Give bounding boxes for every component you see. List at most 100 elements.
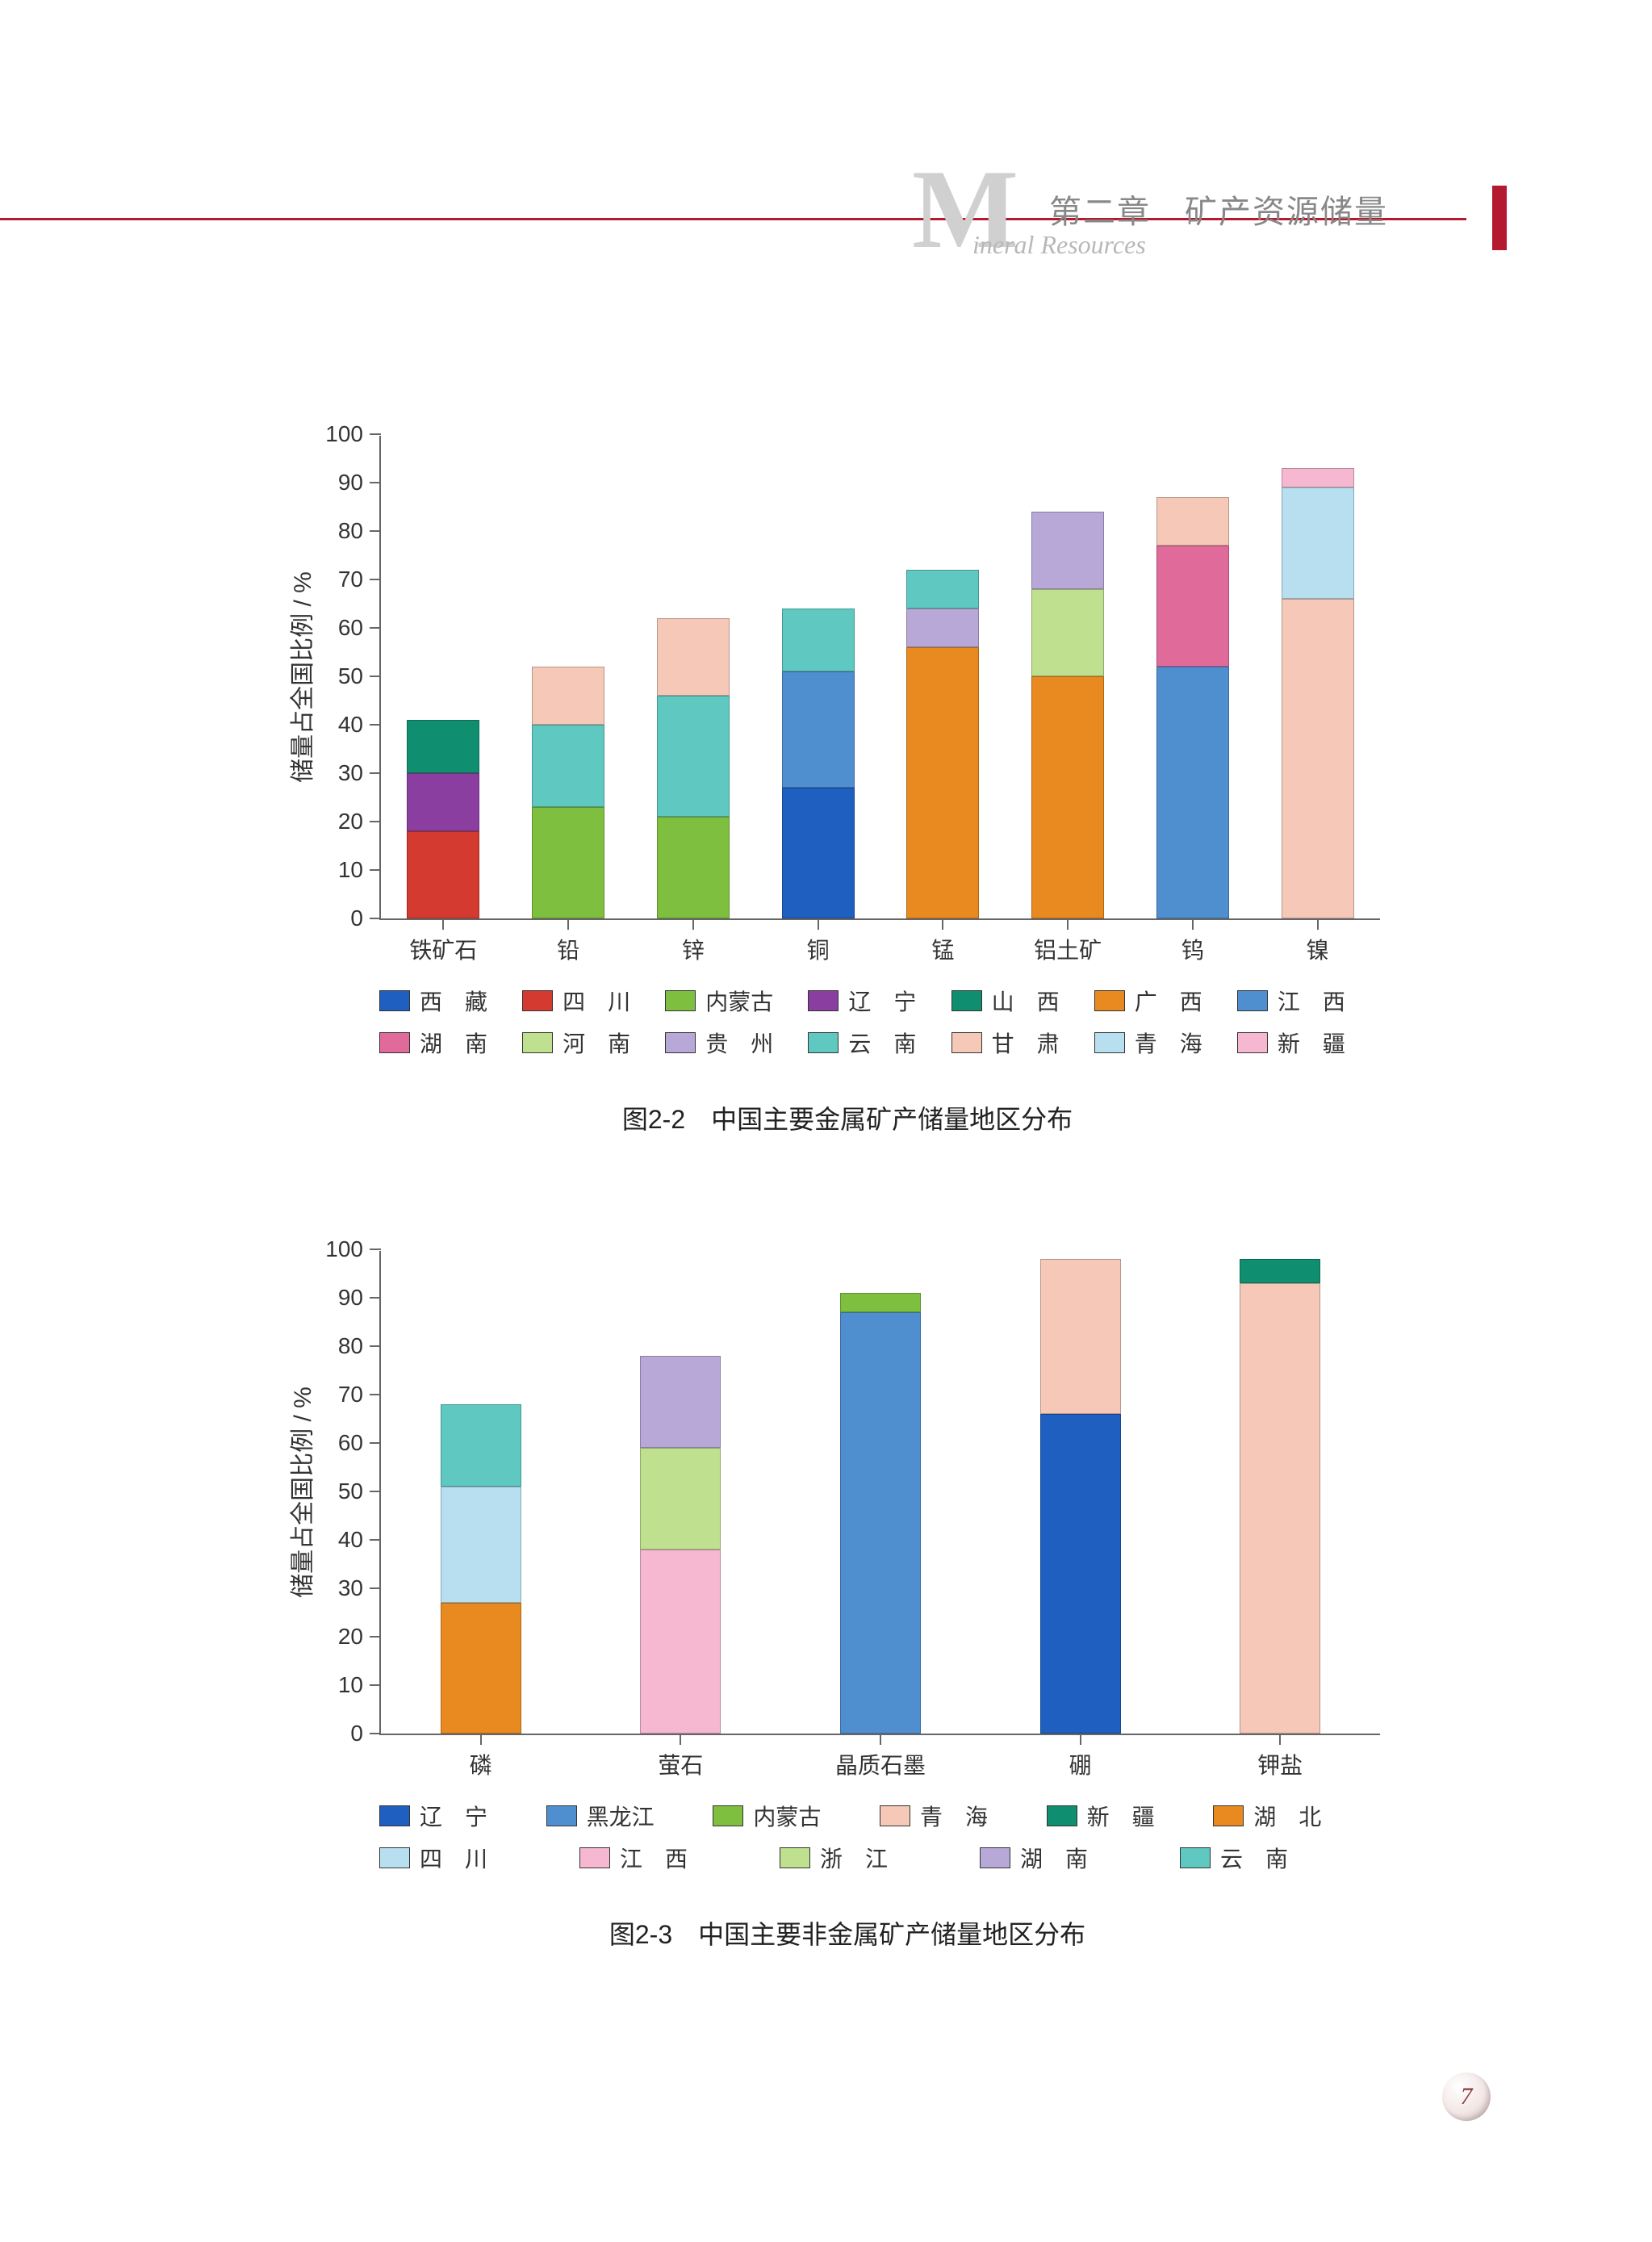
bar-column [407,720,479,918]
chart-2-2: 储量占全国比例 / % 0102030405060708090100铁矿石铅锌铜… [282,436,1412,1136]
y-tick-label: 70 [338,1382,381,1408]
legend-label: 内蒙古 [705,985,773,1017]
legend-label: 新 疆 [1278,1027,1345,1059]
legend-item: 四 川 [379,1842,579,1874]
bar-segment [1240,1283,1320,1734]
y-tick-label: 40 [338,712,381,738]
bar-segment [782,671,855,788]
bar-column [532,667,604,918]
legend-item: 浙 江 [780,1842,980,1874]
legend-item: 广 西 [1094,985,1237,1017]
bar-column [1156,497,1229,918]
y-tick-label: 10 [338,857,381,883]
chart-2-3-title: 图2-3 中国主要非金属矿产储量地区分布 [282,1914,1412,1951]
x-tick-label: 镍 [1307,918,1329,965]
legend-swatch [1094,1032,1125,1053]
legend-label: 江 西 [1278,985,1345,1017]
bar-segment [640,1550,721,1734]
y-tick-label: 100 [325,1236,381,1262]
legend-swatch [379,1805,410,1826]
bar-segment [1040,1414,1121,1734]
header-subtitle-en: ineral Resources [972,230,1146,260]
x-tick-label: 硼 [1069,1734,1092,1780]
bar-column [441,1404,521,1734]
chart-2-3: 储量占全国比例 / % 0102030405060708090100磷萤石晶质石… [282,1251,1412,1951]
legend-swatch [579,1847,610,1868]
legend-swatch [1094,990,1125,1011]
chart-2-2-y-title: 储量占全国比例 / % [282,571,318,783]
bar-column [840,1293,921,1734]
bar-segment [1156,546,1229,667]
legend-item: 云 南 [808,1027,951,1059]
legend-label: 广 西 [1135,985,1202,1017]
legend-item: 山 西 [951,985,1094,1017]
bar-column [1282,468,1354,918]
legend-item: 河 南 [522,1027,665,1059]
legend-item: 西 藏 [379,985,522,1017]
bar-segment [782,788,855,918]
legend-swatch [1237,1032,1268,1053]
legend-item: 四 川 [522,985,665,1017]
y-tick-label: 20 [338,1624,381,1650]
legend-label: 青 海 [1135,1027,1202,1059]
legend-label: 浙 江 [820,1842,888,1874]
legend-swatch [522,990,553,1011]
y-tick-label: 80 [338,1333,381,1359]
y-tick-label: 70 [338,567,381,592]
legend-label: 山 西 [992,985,1060,1017]
legend-swatch [379,1847,410,1868]
chart-2-2-bars [381,436,1380,918]
legend-swatch [713,1805,743,1826]
bar-segment [532,725,604,807]
y-tick-label: 50 [338,663,381,689]
bar-column [782,609,855,918]
x-tick-label: 铁矿石 [409,918,477,965]
y-tick-label: 60 [338,615,381,641]
bar-segment [906,570,979,609]
legend-item: 甘 肃 [951,1027,1094,1059]
bar-column [640,1356,721,1734]
legend-label: 云 南 [1220,1842,1288,1874]
bar-segment [407,773,479,831]
chart-2-3-bars [381,1251,1380,1734]
bar-segment [906,609,979,647]
x-tick-label: 晶质石墨 [835,1734,926,1780]
y-tick-label: 20 [338,809,381,834]
bar-segment [1282,599,1354,918]
legend-item: 青 海 [880,1800,1047,1832]
legend-label: 贵 州 [705,1027,773,1059]
legend-swatch [980,1847,1010,1868]
legend-item: 湖 北 [1213,1800,1380,1832]
legend-item: 辽 宁 [808,985,951,1017]
legend-swatch [379,1032,410,1053]
bar-segment [657,696,730,817]
legend-item: 内蒙古 [665,985,808,1017]
legend-label: 新 疆 [1087,1800,1155,1832]
y-tick-label: 30 [338,1575,381,1601]
y-tick-label: 50 [338,1479,381,1504]
bar-segment [407,831,479,918]
bar-segment [1031,589,1104,676]
legend-label: 黑龙江 [587,1800,655,1832]
legend-label: 西 藏 [420,985,487,1017]
bar-segment [1282,468,1354,487]
bar-segment [640,1356,721,1448]
y-tick-label: 60 [338,1430,381,1456]
page-number: 7 [1442,2073,1491,2121]
bar-segment [441,1487,521,1603]
bar-segment [1240,1259,1320,1283]
bar-segment [840,1293,921,1312]
bar-column [1040,1259,1121,1734]
y-tick-label: 40 [338,1527,381,1553]
legend-swatch [1213,1805,1244,1826]
y-tick-label: 0 [350,1721,381,1746]
legend-item: 湖 南 [980,1842,1180,1874]
bar-segment [782,609,855,671]
page-header: M ineral Resources 第二章 矿产资源储量 [0,161,1652,258]
bar-segment [407,720,479,773]
chart-2-2-plot: 储量占全国比例 / % 0102030405060708090100铁矿石铅锌铜… [379,436,1380,920]
x-tick-label: 铜 [807,918,830,965]
chart-2-3-y-title: 储量占全国比例 / % [282,1387,318,1598]
bar-segment [1040,1259,1121,1414]
header-chapter-cn: 第二章 矿产资源储量 [1049,186,1388,232]
